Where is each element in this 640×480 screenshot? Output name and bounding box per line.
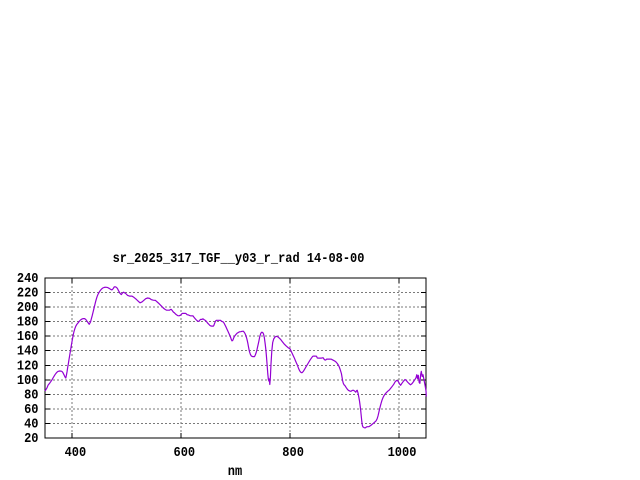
svg-text:sr_2025_317_TGF__y03_r_rad 14-: sr_2025_317_TGF__y03_r_rad 14-08-00 <box>113 250 365 266</box>
svg-text:800: 800 <box>282 444 304 460</box>
svg-text:80: 80 <box>24 387 39 403</box>
svg-text:600: 600 <box>174 444 196 460</box>
svg-text:220: 220 <box>17 285 39 301</box>
svg-text:40: 40 <box>24 416 39 432</box>
svg-text:60: 60 <box>24 401 39 417</box>
svg-text:nm: nm <box>228 463 243 479</box>
svg-text:20: 20 <box>24 430 39 446</box>
svg-text:100: 100 <box>17 372 39 388</box>
svg-text:180: 180 <box>17 314 39 330</box>
svg-text:1000: 1000 <box>388 444 417 460</box>
svg-text:160: 160 <box>17 328 39 344</box>
svg-text:400: 400 <box>65 444 87 460</box>
svg-text:240: 240 <box>17 270 39 286</box>
svg-text:120: 120 <box>17 358 39 374</box>
svg-text:200: 200 <box>17 299 39 315</box>
svg-text:140: 140 <box>17 343 39 359</box>
